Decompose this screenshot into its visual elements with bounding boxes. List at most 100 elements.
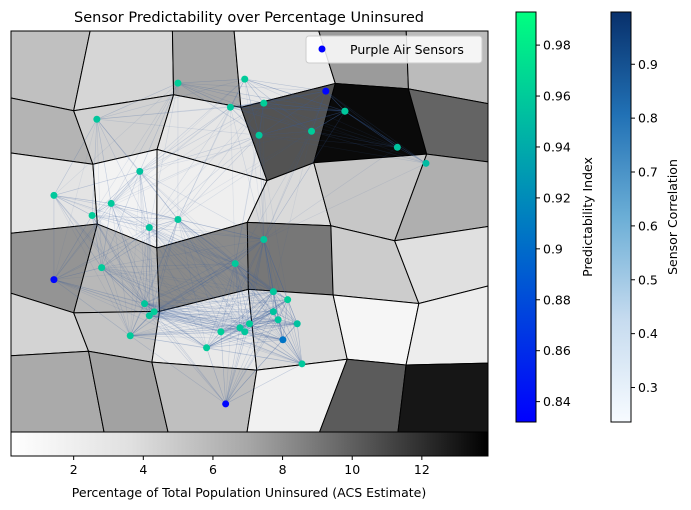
correlation-edge (139, 171, 179, 220)
correlation-edge (282, 299, 288, 340)
correlation-edge (220, 331, 303, 365)
colorbar-tick-label: 0.94 (543, 139, 571, 154)
correlation-edge (258, 134, 427, 164)
correlation-edge (111, 134, 260, 204)
sensor-point (255, 131, 263, 139)
correlation-edge (110, 203, 222, 332)
correlation-edge (53, 279, 155, 312)
colorbar-tick-label: 12 (414, 462, 430, 477)
correlation-edge (230, 106, 260, 136)
correlation-edge (149, 227, 222, 332)
correlation-edge (263, 239, 303, 364)
correlation-edge (91, 119, 98, 216)
correlation-edge (96, 106, 231, 120)
correlation-edge (258, 110, 345, 136)
correlation-edge (258, 135, 274, 292)
correlation-edge (235, 263, 288, 300)
sensor-point (284, 296, 292, 304)
sensor-point (136, 167, 144, 175)
correlation-edge (91, 215, 102, 268)
correlation-edge (111, 203, 274, 292)
correlation-edge (139, 134, 260, 172)
correlation-edge (282, 323, 298, 340)
correlation-edge (225, 263, 236, 404)
correlation-edge (149, 315, 283, 341)
sensor-point (222, 400, 230, 408)
correlation-edge (130, 323, 250, 337)
correlation-edge (149, 219, 179, 228)
correlation-edge (53, 195, 112, 204)
sensor-point (274, 316, 282, 324)
correlation-edge (130, 315, 150, 336)
correlation-edge (177, 219, 298, 324)
colorbar-tick-label: 0.96 (543, 89, 571, 104)
correlation-edge (91, 215, 145, 304)
correlation-edge (177, 103, 265, 220)
sensor-point (50, 276, 58, 284)
correlation-edge (234, 263, 284, 340)
census-tract (87, 350, 169, 432)
sensor-point (260, 99, 268, 107)
sensor-point (141, 300, 149, 308)
correlation-edge (110, 203, 241, 328)
correlation-edge (154, 311, 221, 333)
correlation-edge (91, 215, 155, 312)
correlation-edge (53, 195, 150, 316)
correlation-edge (91, 82, 179, 216)
sensor-point (341, 107, 349, 115)
correlation-edge (249, 323, 303, 365)
correlation-edge (101, 267, 245, 333)
correlation-edge (96, 102, 264, 120)
correlation-edge (263, 239, 298, 324)
correlation-edge (53, 171, 141, 280)
correlation-edge (101, 267, 131, 336)
correlation-edge (139, 130, 312, 172)
correlation-edge (53, 279, 150, 316)
correlation-edge (325, 90, 346, 112)
sensor-point (98, 264, 106, 272)
correlation-edge (244, 78, 326, 92)
correlation-edge (263, 102, 312, 132)
correlation-edge (177, 219, 207, 348)
correlation-edge (234, 131, 312, 264)
correlation-edge (230, 106, 398, 148)
correlation-edge (230, 106, 345, 112)
correlation-edge (239, 327, 303, 365)
correlation-edge (149, 315, 240, 329)
colorbar-tick-label: 0.5 (638, 272, 658, 287)
correlation-edge (53, 195, 179, 220)
correlation-edge (244, 323, 298, 333)
correlation-edge (154, 311, 279, 321)
correlation-edge (149, 239, 264, 316)
correlation-edge (263, 239, 274, 312)
census-tract (393, 225, 488, 305)
sensor-point (93, 115, 101, 123)
correlation-edge (225, 323, 250, 405)
correlation-edge (344, 110, 427, 164)
colorbar-tick-label: 0.98 (543, 38, 571, 53)
correlation-edge (153, 219, 179, 312)
sensor-point (174, 215, 182, 223)
correlation-edge (101, 267, 207, 349)
correlation-edge (110, 203, 207, 348)
correlation-edge (149, 227, 264, 240)
correlation-edge (154, 311, 298, 325)
correlation-edge (53, 171, 140, 196)
correlation-edge (53, 215, 93, 280)
correlation-edge (249, 291, 274, 324)
correlation-edge (110, 203, 150, 316)
correlation-edge (53, 203, 112, 280)
sensor-point (241, 75, 249, 83)
correlation-edge (53, 82, 179, 196)
correlation-edge (273, 311, 284, 340)
correlation-edge (177, 82, 264, 104)
correlation-edge (139, 171, 150, 316)
correlation-edge (234, 263, 250, 324)
correlation-edge (225, 291, 274, 405)
correlation-edge (144, 239, 264, 304)
correlation-edge (101, 263, 236, 268)
correlation-edge (239, 239, 265, 328)
correlation-edge (153, 239, 264, 312)
correlation-edge (53, 263, 236, 280)
correlation-edge (111, 203, 150, 228)
